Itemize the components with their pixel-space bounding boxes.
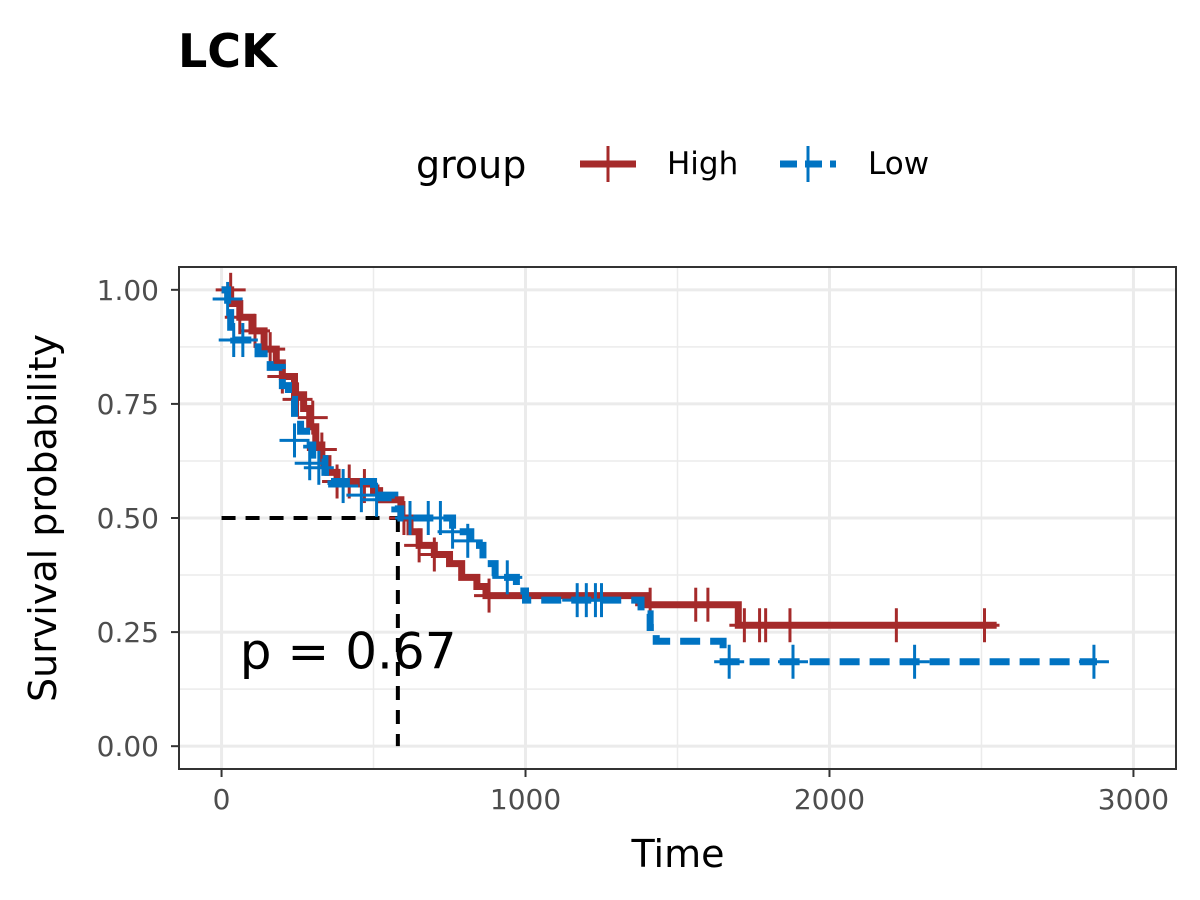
- y-tick-label: 0.75: [97, 388, 159, 421]
- y-tick-label: 1.00: [97, 274, 159, 307]
- x-tick-label: 2000: [794, 783, 865, 816]
- x-axis-label: Time: [631, 832, 725, 876]
- legend-label-high: High: [667, 146, 738, 182]
- y-tick-label: 0.50: [97, 502, 159, 535]
- legend: group High Low: [416, 143, 929, 187]
- legend-title: group: [416, 143, 526, 187]
- y-tick-label: 0.25: [97, 616, 159, 649]
- y-tick-label: 0.00: [97, 730, 159, 763]
- legend-item-low: Low: [780, 146, 929, 182]
- x-tick-label: 0: [213, 783, 231, 816]
- survival-curve-low: [221, 286, 1097, 666]
- y-axis-label: Survival probability: [21, 334, 65, 702]
- p-value-annotation: p = 0.67: [240, 623, 457, 681]
- legend-label-low: Low: [868, 146, 929, 182]
- chart-title: LCK: [178, 24, 279, 78]
- legend-item-high: High: [580, 146, 738, 182]
- x-tick-label: 1000: [490, 783, 561, 816]
- plot-area: p = 0.67 0 1000 2000 3000 0.00 0.25 0.50 0.75 1.0…: [97, 266, 1177, 816]
- x-tick-label: 3000: [1098, 783, 1169, 816]
